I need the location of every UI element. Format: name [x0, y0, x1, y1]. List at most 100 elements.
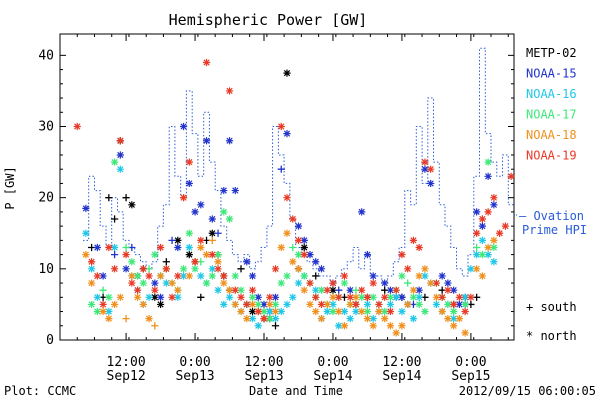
north-marker — [105, 243, 113, 252]
north-marker — [191, 258, 199, 266]
north-marker — [421, 158, 429, 166]
north-marker — [369, 293, 377, 301]
north-marker — [88, 300, 96, 309]
north-marker — [116, 293, 124, 301]
marker-key-entry: + south — [526, 300, 577, 314]
north-marker — [312, 286, 320, 294]
north-marker — [289, 293, 297, 301]
north-marker — [214, 286, 222, 294]
north-marker — [294, 236, 303, 244]
north-marker — [220, 300, 228, 309]
x-tick-label: 12:00 — [382, 355, 421, 370]
north-marker — [105, 293, 113, 301]
north-marker — [455, 300, 464, 309]
north-marker — [162, 279, 170, 287]
north-marker — [225, 293, 234, 301]
north-marker — [277, 279, 285, 287]
plot-area: 01020304012:00Sep120:00Sep1312:00Sep130:… — [38, 33, 515, 384]
north-marker — [381, 279, 389, 287]
north-marker — [260, 307, 268, 316]
x-tick-sublabel: Sep12 — [107, 369, 146, 384]
north-marker — [444, 279, 452, 287]
north-marker — [312, 293, 320, 301]
north-marker — [294, 251, 303, 259]
north-marker — [450, 300, 458, 309]
south-marker — [168, 236, 176, 244]
north-marker — [208, 251, 216, 259]
north-marker — [484, 251, 492, 259]
south-marker — [197, 293, 205, 301]
north-marker — [358, 293, 366, 301]
north-marker — [363, 307, 372, 316]
north-marker — [271, 293, 280, 301]
north-marker — [139, 265, 147, 273]
north-marker — [381, 315, 389, 323]
south-marker — [404, 279, 412, 287]
north-marker — [93, 307, 101, 316]
north-marker — [220, 208, 228, 216]
north-marker — [398, 322, 406, 330]
north-marker — [478, 222, 486, 230]
x-tick-sublabel: Sep15 — [451, 369, 490, 384]
north-marker — [110, 300, 119, 309]
north-marker — [392, 293, 400, 301]
north-marker — [312, 258, 320, 266]
north-marker — [271, 300, 280, 309]
north-marker — [208, 265, 216, 273]
north-marker — [432, 293, 441, 301]
north-marker — [461, 300, 469, 309]
north-marker — [450, 286, 458, 294]
north-marker — [197, 236, 205, 244]
north-marker — [225, 215, 234, 223]
north-marker — [455, 293, 464, 301]
north-marker — [162, 265, 170, 273]
legend-entry: NOAA-16 — [526, 87, 577, 101]
south-marker — [99, 286, 107, 294]
north-marker — [478, 236, 486, 244]
north-marker — [202, 58, 211, 67]
north-marker — [214, 251, 222, 259]
north-marker — [185, 158, 193, 166]
north-marker — [473, 229, 481, 237]
north-marker — [185, 243, 193, 252]
north-marker — [225, 137, 234, 145]
north-marker — [415, 272, 423, 280]
north-marker — [409, 293, 418, 301]
north-marker — [93, 272, 101, 280]
north-marker — [427, 165, 435, 173]
north-marker — [185, 179, 193, 188]
north-marker — [398, 307, 406, 316]
north-marker — [409, 236, 418, 244]
legend-entry: NOAA-18 — [526, 128, 577, 142]
north-marker — [461, 329, 469, 337]
north-marker — [179, 122, 188, 131]
north-marker — [289, 215, 297, 223]
north-marker — [473, 251, 481, 259]
south-marker — [289, 243, 297, 252]
north-marker — [208, 229, 216, 237]
north-marker — [386, 300, 395, 309]
north-marker — [300, 243, 308, 252]
north-marker — [248, 293, 257, 301]
north-marker — [271, 265, 280, 273]
north-marker — [151, 251, 159, 259]
south-marker — [277, 165, 285, 173]
north-marker — [151, 286, 159, 294]
north-marker — [450, 307, 458, 316]
x-tick-sublabel: Sep13 — [244, 369, 283, 384]
north-marker — [220, 279, 228, 287]
legend-entry: NOAA-19 — [526, 149, 577, 163]
north-marker — [461, 307, 469, 316]
north-marker — [174, 272, 182, 280]
x-tick-label: 0:00 — [317, 355, 348, 370]
north-marker — [243, 258, 251, 266]
north-marker — [317, 300, 326, 309]
north-marker — [415, 243, 423, 252]
series-4 — [82, 194, 498, 337]
north-marker — [128, 258, 136, 266]
north-marker — [306, 300, 314, 309]
north-marker — [271, 307, 280, 316]
north-marker — [490, 194, 498, 202]
y-tick-label: 20 — [38, 191, 54, 206]
north-marker — [145, 293, 153, 301]
